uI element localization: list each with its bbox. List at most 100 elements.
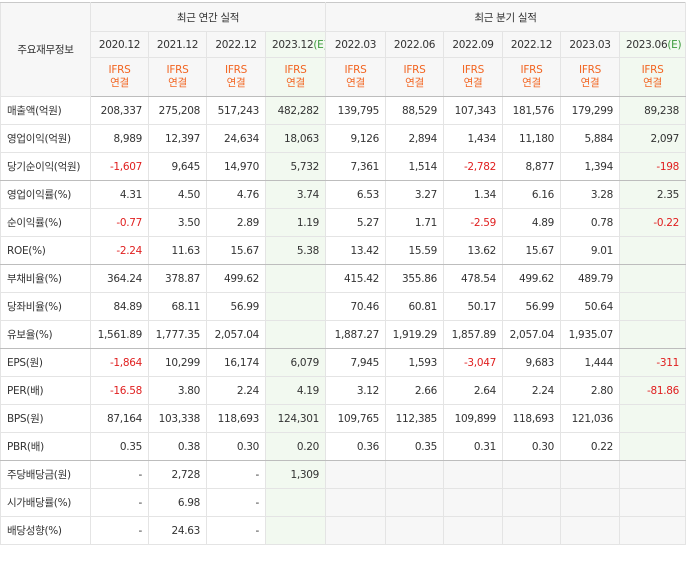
- value-cell: 1.34: [443, 180, 503, 209]
- value-cell: 5.38: [265, 236, 326, 265]
- period-date: 2022.12: [215, 38, 257, 51]
- data-row: 영업이익(억원) 8,989 12,397 24,634 18,063 9,126 2,89…: [0, 124, 687, 153]
- corner-cell: 주요재무정보: [0, 2, 91, 97]
- group-header: 최근 분기 실적: [324, 2, 687, 32]
- value-cell: 56.99: [502, 292, 561, 321]
- value-cell: -1,607: [90, 152, 149, 181]
- row-label: BPS(원): [0, 404, 91, 433]
- value-cell: 89,238: [618, 96, 687, 125]
- accounting-standard: IFRS: [166, 64, 189, 76]
- value-cell: 2,894: [385, 124, 444, 153]
- value-cell: 15.67: [502, 236, 561, 265]
- value-cell: 6.53: [325, 180, 386, 209]
- value-cell: [618, 516, 687, 545]
- standard-header: IFRS 연결: [148, 57, 207, 97]
- value-cell: 10,299: [148, 348, 207, 377]
- data-row: 부채비율(%) 364.24 378.87 499.62 415.42 355.86 478…: [0, 264, 687, 293]
- value-cell: 2.64: [443, 376, 503, 405]
- value-cell: 478.54: [443, 264, 503, 293]
- value-cell: 15.67: [206, 236, 266, 265]
- value-cell: 112,385: [385, 404, 444, 433]
- value-cell: -2.24: [90, 236, 149, 265]
- value-cell: 9,645: [148, 152, 207, 181]
- period-date: 2022.09: [452, 38, 494, 51]
- row-label: 배당성향(%): [0, 516, 91, 545]
- value-cell: 4.31: [90, 180, 149, 209]
- value-cell: 9,683: [502, 348, 561, 377]
- data-row: 당좌비율(%) 84.89 68.11 56.99 70.46 60.81 50.17 56.…: [0, 292, 687, 321]
- period-date: 2022.12: [510, 38, 553, 51]
- consolidation: 연결: [405, 77, 424, 89]
- accounting-standard: IFRS: [641, 64, 664, 76]
- value-cell: 60.81: [385, 292, 444, 321]
- value-cell: [443, 488, 503, 517]
- row-label: 주당배당금(원): [0, 460, 91, 489]
- consolidation: 연결: [226, 77, 246, 89]
- consolidation: 연결: [286, 77, 305, 89]
- value-cell: [618, 488, 687, 517]
- value-cell: [560, 488, 620, 517]
- value-cell: 9,126: [325, 124, 386, 153]
- value-cell: 1.71: [385, 208, 444, 237]
- value-cell: [618, 404, 687, 433]
- value-cell: 3.27: [385, 180, 444, 209]
- standard-row: IFRS 연결 IFRS 연결 IFRS 연결 IFRS 연결 IFRS 연결 IFRS 연결 IFRS…: [1, 57, 687, 97]
- value-cell: 1,444: [560, 348, 620, 377]
- data-row: ROE(%) -2.24 11.63 15.67 5.38 13.42 15.59 13.62…: [0, 236, 687, 265]
- value-cell: 0.30: [502, 432, 561, 461]
- value-cell: 6,079: [265, 348, 326, 377]
- value-cell: 1,394: [560, 152, 620, 181]
- value-cell: 9.01: [560, 236, 620, 265]
- value-cell: 364.24: [90, 264, 149, 293]
- value-cell: 517,243: [206, 96, 266, 125]
- value-cell: 3.74: [265, 180, 326, 209]
- consolidation: 연결: [580, 77, 600, 89]
- accounting-standard: IFRS: [344, 64, 367, 76]
- value-cell: [502, 488, 561, 517]
- date-row: 2020.122021.122022.122023.12(E)2022.0320…: [1, 31, 687, 58]
- data-row: EPS(원) -1,864 10,299 16,174 6,079 7,945 1,593-…: [0, 348, 687, 377]
- value-cell: [502, 516, 561, 545]
- value-cell: 1,887.27: [325, 320, 386, 349]
- value-cell: 1,434: [443, 124, 503, 153]
- value-cell: 3.50: [148, 208, 207, 237]
- value-cell: -1,864: [90, 348, 149, 377]
- value-cell: 2.35: [618, 180, 687, 209]
- row-label: EPS(원): [0, 348, 91, 377]
- period-date: 2023.12: [272, 38, 314, 51]
- value-cell: 0.38: [148, 432, 207, 461]
- value-cell: 24,634: [206, 124, 266, 153]
- value-cell: 2,097: [618, 124, 687, 153]
- standard-header: IFRS 연결: [206, 57, 266, 97]
- standard-header: IFRS 연결: [443, 57, 503, 97]
- value-cell: 7,361: [325, 152, 386, 181]
- value-cell: 13.62: [443, 236, 503, 265]
- data-row: 매출액(억원) 208,337 275,208 517,243 482,282 139,7…: [0, 96, 687, 125]
- value-cell: 0.22: [560, 432, 620, 461]
- value-cell: 124,301: [265, 404, 326, 433]
- value-cell: 107,343: [443, 96, 503, 125]
- period-date: 2023.03: [569, 38, 611, 51]
- value-cell: 88,529: [385, 96, 444, 125]
- consolidation: 연결: [463, 77, 483, 89]
- standard-header: IFRS 연결: [90, 57, 149, 97]
- period-header: 2023.06(E): [618, 31, 687, 58]
- value-cell: 109,899: [443, 404, 503, 433]
- row-label: ROE(%): [0, 236, 91, 265]
- group-header: 최근 연간 실적: [90, 2, 326, 32]
- standard-header: IFRS 연결: [618, 57, 687, 97]
- value-cell: -3,047: [443, 348, 503, 377]
- value-cell: 24.63: [148, 516, 207, 545]
- value-cell: 2.80: [560, 376, 620, 405]
- value-cell: 1,593: [385, 348, 444, 377]
- value-cell: 84.89: [90, 292, 149, 321]
- value-cell: 3.80: [148, 376, 207, 405]
- value-cell: 14,970: [206, 152, 266, 181]
- value-cell: 0.36: [325, 432, 386, 461]
- value-cell: [560, 460, 620, 489]
- period-header: 2021.12: [148, 31, 207, 58]
- value-cell: 2,057.04: [206, 320, 266, 349]
- value-cell: 208,337: [90, 96, 149, 125]
- value-cell: 11,180: [502, 124, 561, 153]
- data-row: 시가배당률(%) -6.98-: [0, 488, 687, 517]
